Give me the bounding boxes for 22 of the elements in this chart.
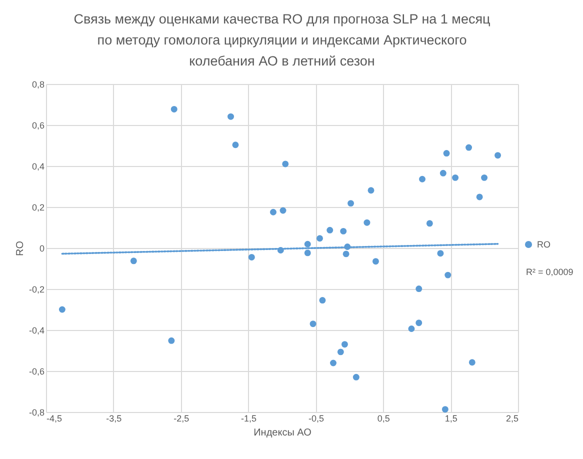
chart-title: Связь между оценками качества RO для прогноза SLP на 1 месяц по методу гомолога циркуляции и индексами Арктического колебания АО в летний сезон	[74, 12, 491, 68]
y-tick-label: -0,2	[28, 284, 44, 294]
y-tick-label: 0,6	[32, 120, 44, 130]
y-tick-label: -0,8	[28, 408, 44, 418]
y-tick-label: -0,6	[28, 366, 44, 376]
x-tick-label: 2,5	[506, 414, 518, 424]
y-axis-title: RO	[14, 240, 26, 256]
x-tick-label: -3,5	[106, 414, 122, 424]
x-tick-label: -2,5	[174, 414, 190, 424]
text: R² = 0,0009	[526, 267, 574, 277]
y-tick-label: 0,8	[32, 80, 44, 90]
x-tick-label: -0,5	[308, 414, 324, 424]
y-tick-label: -0,4	[28, 326, 44, 336]
y-tick-label: 0,2	[32, 202, 44, 212]
y-tick-label: 0	[39, 244, 44, 254]
x-axis-title: Индексы АО	[254, 428, 312, 438]
x-tick-label: -1,5	[241, 414, 257, 424]
x-tick-label: 1,5	[444, 414, 458, 424]
legend-label: RO	[537, 240, 550, 250]
x-tick-label: -4,5	[46, 414, 62, 424]
y-tick-label: 0,4	[32, 162, 44, 172]
x-tick-label: 0,5	[377, 414, 390, 424]
